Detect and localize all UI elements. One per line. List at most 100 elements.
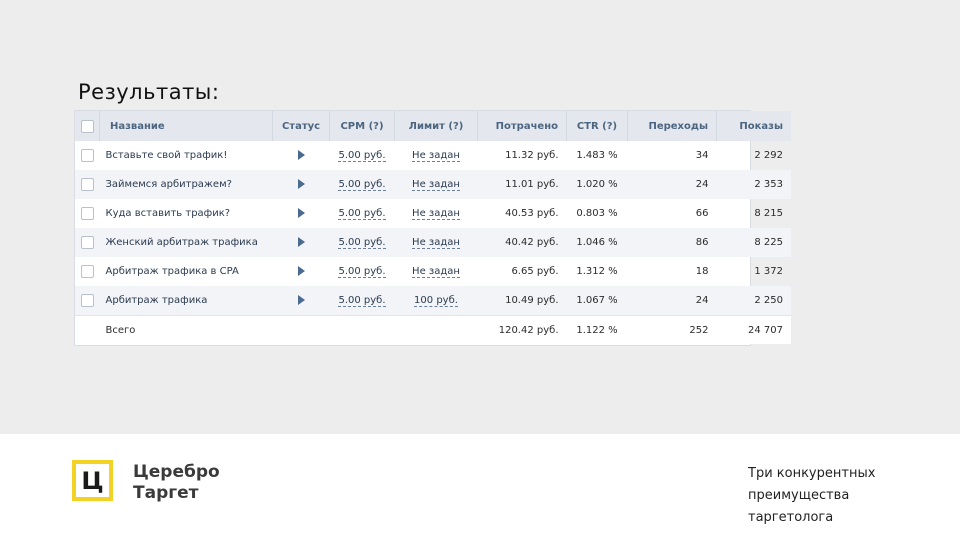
campaign-name[interactable]: Арбитраж трафика [99, 286, 273, 316]
clicks-cell: 66 [695, 208, 709, 219]
limit-value[interactable]: Не задан [412, 208, 460, 220]
cpm-cell[interactable]: 5.00 руб. [330, 141, 395, 170]
table-row: Займемся арбитражем? 5.00 руб. Не задан … [75, 170, 791, 199]
column-spent[interactable]: Потрачено [477, 111, 567, 141]
campaign-name-link[interactable]: Вставьте свой трафик! [105, 150, 228, 161]
checkbox-icon[interactable] [80, 149, 94, 162]
table-row: Куда вставить трафик? 5.00 руб. Не задан… [75, 199, 791, 228]
logo-line-2: Таргет [133, 483, 199, 503]
play-icon[interactable] [297, 237, 305, 247]
campaign-name[interactable]: Арбитраж трафика в CPA [100, 257, 273, 286]
column-limit[interactable]: Лимит (?) [394, 111, 478, 141]
views-cell: 1 372 [754, 266, 783, 277]
campaign-name-link[interactable]: Арбитраж трафика в CPA [105, 266, 239, 277]
cpm-value[interactable]: 5.00 руб. [338, 237, 386, 249]
cpm-value[interactable]: 5.00 руб. [338, 266, 386, 278]
checkbox-icon[interactable] [80, 119, 94, 133]
play-icon[interactable] [297, 208, 305, 218]
limit-cell[interactable]: 100 руб. [394, 286, 478, 316]
campaign-name-link[interactable]: Арбитраж трафика [105, 295, 208, 306]
page-title: Результаты: [78, 80, 220, 104]
total-clicks: 252 [627, 315, 717, 344]
total-row: Всего 120.42 руб. 1.122 % 252 24 707 [75, 315, 791, 344]
row-checkbox[interactable] [75, 199, 100, 228]
clicks-cell: 24 [627, 286, 717, 316]
row-checkbox[interactable] [75, 141, 100, 170]
spent-cell: 11.32 руб. [505, 150, 559, 161]
table-header-row: Название Статус CPM (?) Лимит (?) Потрач… [75, 111, 791, 141]
limit-value[interactable]: Не задан [412, 266, 460, 278]
campaign-name-link[interactable]: Женский арбитраж трафика [105, 237, 258, 248]
campaign-name-link[interactable]: Займемся арбитражем? [105, 179, 232, 190]
campaign-name[interactable]: Займемся арбитражем? [99, 170, 273, 199]
status-toggle[interactable] [273, 199, 330, 228]
cpm-cell[interactable]: 5.00 руб. [329, 286, 395, 316]
cpm-cell[interactable]: 5.00 руб. [330, 199, 395, 228]
campaign-name[interactable]: Куда вставить трафик? [100, 199, 273, 228]
column-ctr[interactable]: CTR (?) [566, 111, 628, 141]
play-icon[interactable] [297, 150, 305, 160]
views-cell: 8 225 [716, 228, 791, 257]
table-row: Арбитраж трафика 5.00 руб. 100 руб. 10.4… [75, 286, 791, 316]
checkbox-icon[interactable] [80, 178, 94, 191]
cpm-value[interactable]: 5.00 руб. [338, 295, 386, 307]
status-toggle[interactable] [272, 286, 330, 316]
limit-value[interactable]: 100 руб. [414, 295, 458, 307]
spent-cell: 40.53 руб. [505, 208, 559, 219]
spent-cell: 11.01 руб. [477, 170, 567, 199]
status-toggle[interactable] [273, 257, 330, 286]
column-cpm[interactable]: CPM (?) [329, 111, 395, 141]
campaign-name[interactable]: Вставьте свой трафик! [100, 141, 273, 170]
tagline-line-3: таргетолога [748, 510, 834, 525]
limit-value[interactable]: Не задан [412, 237, 460, 249]
limit-cell[interactable]: Не задан [395, 257, 478, 286]
status-toggle[interactable] [273, 141, 330, 170]
cpm-value[interactable]: 5.00 руб. [338, 208, 386, 220]
row-checkbox[interactable] [75, 170, 100, 199]
status-toggle[interactable] [272, 228, 330, 257]
checkbox-icon[interactable] [80, 207, 94, 220]
limit-value[interactable]: Не задан [412, 179, 460, 191]
select-all-checkbox[interactable] [75, 111, 100, 141]
clicks-cell: 34 [695, 150, 709, 161]
limit-cell[interactable]: Не задан [395, 199, 478, 228]
table-row: Женский арбитраж трафика 5.00 руб. Не за… [75, 228, 791, 257]
column-clicks[interactable]: Переходы [627, 111, 717, 141]
checkbox-icon[interactable] [80, 265, 94, 278]
total-spent: 120.42 руб. [477, 315, 567, 344]
column-views[interactable]: Показы [716, 111, 791, 141]
limit-cell[interactable]: Не задан [394, 170, 478, 199]
views-cell: 2 292 [754, 150, 783, 161]
checkbox-icon[interactable] [80, 294, 94, 307]
limit-cell[interactable]: Не задан [394, 228, 478, 257]
total-spacer [394, 315, 478, 344]
status-toggle[interactable] [272, 170, 330, 199]
play-icon[interactable] [297, 295, 305, 305]
logo-mark: Ц [72, 460, 113, 501]
column-status[interactable]: Статус [272, 111, 330, 141]
play-icon[interactable] [297, 179, 305, 189]
row-checkbox[interactable] [75, 228, 100, 257]
column-name[interactable]: Название [99, 111, 273, 141]
clicks-cell: 18 [695, 266, 709, 277]
spent-cell: 40.42 руб. [477, 228, 567, 257]
cpm-cell[interactable]: 5.00 руб. [330, 257, 395, 286]
total-spacer [75, 315, 100, 344]
limit-cell[interactable]: Не задан [395, 141, 478, 170]
clicks-cell: 86 [627, 228, 717, 257]
checkbox-icon[interactable] [80, 236, 94, 249]
ctr-cell: 1.067 % [566, 286, 628, 316]
row-checkbox[interactable] [75, 257, 100, 286]
cpm-value[interactable]: 5.00 руб. [338, 179, 386, 191]
clicks-cell: 24 [627, 170, 717, 199]
total-label: Всего [99, 315, 273, 344]
row-checkbox[interactable] [75, 286, 100, 316]
campaign-name[interactable]: Женский арбитраж трафика [99, 228, 273, 257]
cpm-cell[interactable]: 5.00 руб. [329, 228, 395, 257]
cpm-value[interactable]: 5.00 руб. [338, 150, 386, 162]
campaign-name-link[interactable]: Куда вставить трафик? [105, 208, 231, 219]
cpm-cell[interactable]: 5.00 руб. [329, 170, 395, 199]
play-icon[interactable] [297, 266, 305, 276]
ctr-cell: 1.483 % [576, 150, 618, 161]
limit-value[interactable]: Не задан [412, 150, 460, 162]
